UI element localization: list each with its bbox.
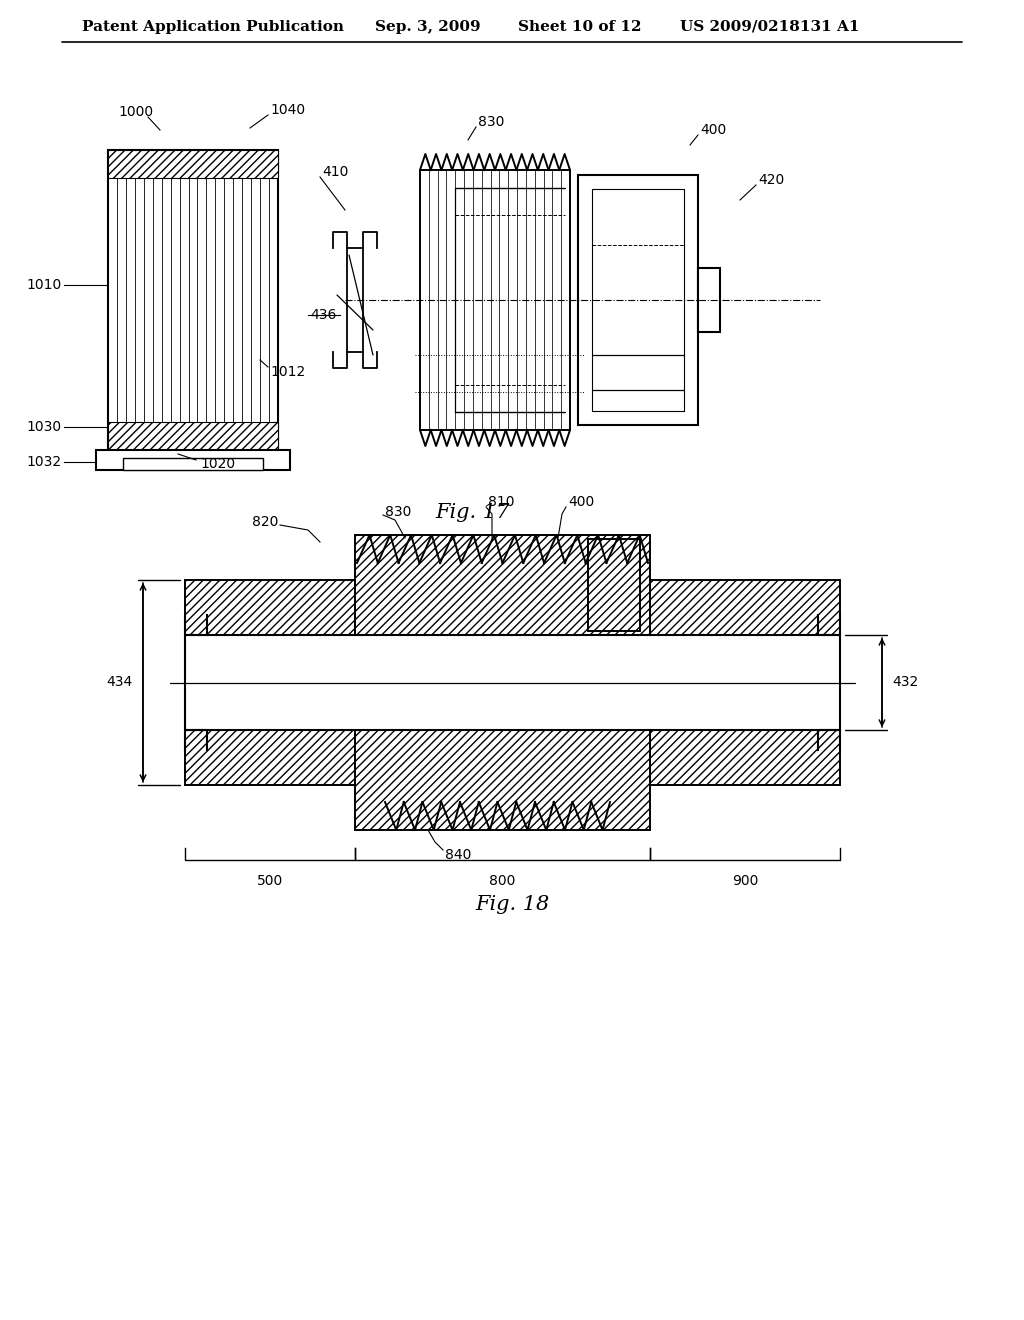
Text: 1010: 1010 [27, 279, 62, 292]
Bar [698, 268, 720, 333]
Bar [355, 535, 650, 635]
Text: 830: 830 [385, 506, 412, 519]
Text: Fig. 18: Fig. 18 [475, 895, 549, 913]
Text: 400: 400 [700, 123, 726, 137]
Bar [96, 450, 290, 470]
Bar [588, 539, 640, 631]
Bar [185, 579, 355, 635]
Text: 500: 500 [257, 874, 283, 888]
Bar [355, 730, 650, 830]
Text: Sheet 10 of 12: Sheet 10 of 12 [518, 20, 641, 34]
Text: 1032: 1032 [27, 455, 62, 469]
Text: 1012: 1012 [270, 366, 305, 379]
Text: US 2009/0218131 A1: US 2009/0218131 A1 [680, 20, 859, 34]
Bar [185, 730, 355, 785]
Bar [108, 150, 278, 450]
Text: 900: 900 [732, 874, 758, 888]
Bar [108, 150, 278, 178]
Bar [650, 579, 840, 635]
Text: 800: 800 [489, 874, 516, 888]
Text: 820: 820 [252, 515, 278, 529]
Text: 1030: 1030 [27, 420, 62, 434]
Text: Patent Application Publication: Patent Application Publication [82, 20, 344, 34]
Bar [123, 458, 263, 470]
Bar [108, 422, 278, 450]
Text: 420: 420 [758, 173, 784, 187]
Bar [578, 176, 698, 425]
Text: 1020: 1020 [200, 457, 236, 471]
Bar [592, 189, 684, 411]
Text: 410: 410 [322, 165, 348, 180]
Text: 436: 436 [310, 308, 336, 322]
Text: 434: 434 [106, 676, 133, 689]
Text: Fig. 17: Fig. 17 [435, 503, 509, 521]
Text: 400: 400 [568, 495, 594, 510]
Text: 1000: 1000 [118, 106, 154, 119]
Text: 432: 432 [892, 676, 919, 689]
Text: 1040: 1040 [270, 103, 305, 117]
Text: 840: 840 [445, 847, 471, 862]
Text: 830: 830 [478, 115, 505, 129]
Bar [650, 730, 840, 785]
Text: Sep. 3, 2009: Sep. 3, 2009 [375, 20, 480, 34]
Text: 810: 810 [488, 495, 514, 510]
